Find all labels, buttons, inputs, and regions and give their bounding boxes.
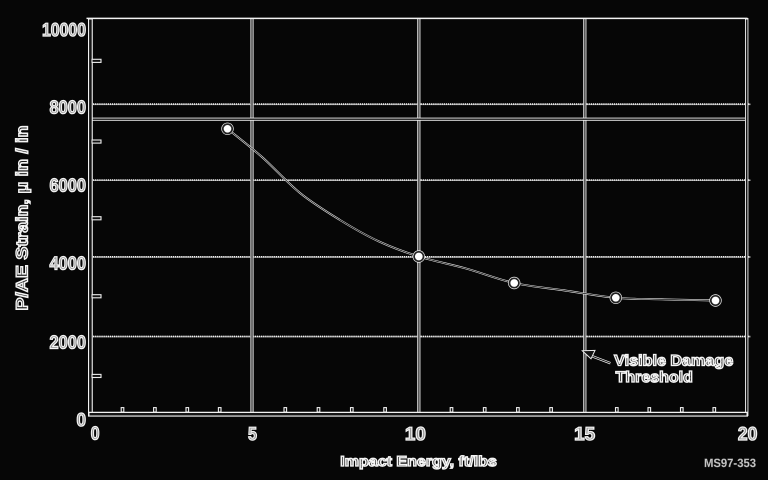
svg-text:0: 0 — [77, 409, 87, 430]
svg-text:4000: 4000 — [50, 252, 87, 273]
svg-text:Threshold: Threshold — [616, 369, 693, 386]
svg-text:10000: 10000 — [42, 19, 86, 40]
svg-text:0: 0 — [91, 422, 100, 443]
svg-text:Visible Damage: Visible Damage — [614, 352, 733, 369]
svg-text:10: 10 — [405, 423, 426, 444]
svg-text:P/AE Strain, μ in / in: P/AE Strain, μ in / in — [14, 126, 32, 311]
svg-text:MS97-353: MS97-353 — [704, 456, 756, 470]
svg-text:20: 20 — [738, 423, 758, 444]
svg-text:2000: 2000 — [50, 332, 87, 353]
svg-text:8000: 8000 — [50, 97, 87, 118]
svg-text:6000: 6000 — [50, 175, 87, 196]
svg-text:15: 15 — [574, 423, 595, 444]
svg-text:5: 5 — [248, 423, 257, 444]
svg-text:Impact Energy, ft/lbs: Impact Energy, ft/lbs — [340, 454, 497, 470]
